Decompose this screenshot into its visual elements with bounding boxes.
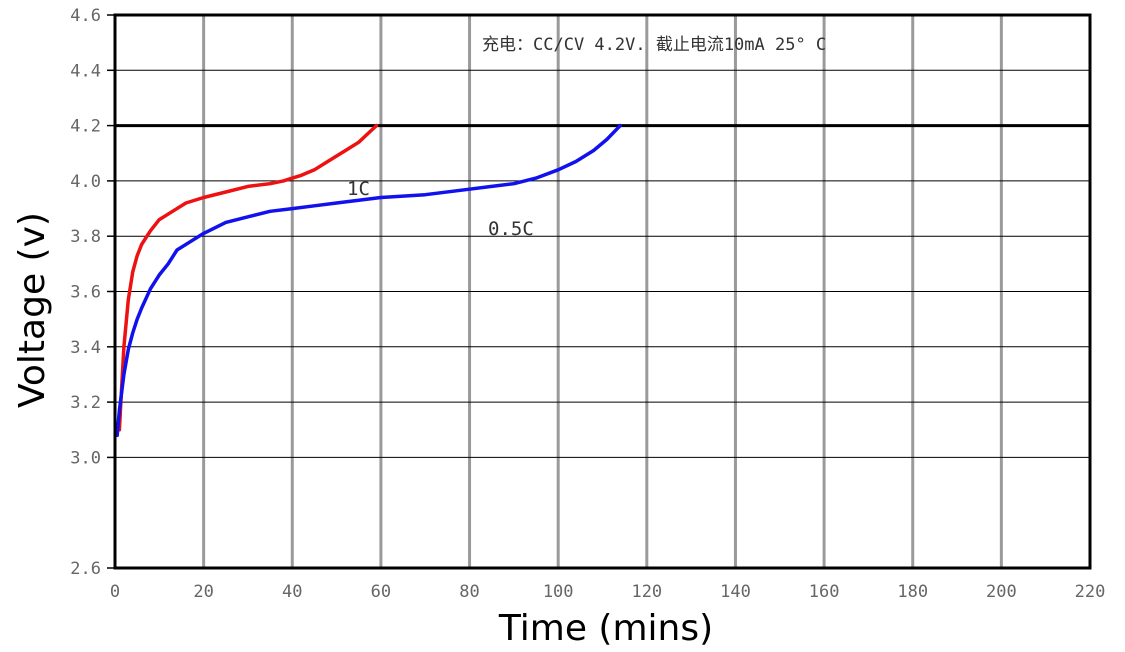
y-axis-title: Voltage (v) — [12, 212, 53, 408]
x-tick-label: 100 — [543, 582, 574, 602]
y-tick-label: 3.2 — [70, 393, 101, 413]
y-tick-label: 3.8 — [70, 227, 101, 247]
series-label-0-5c: 0.5C — [488, 218, 534, 240]
y-tick-label: 4.2 — [70, 117, 101, 137]
y-tick-label: 3.6 — [70, 283, 101, 303]
x-tick-labels: 0 20 40 60 80 100 120 140 160 180 200 220 — [110, 582, 1105, 602]
x-tick-label: 20 — [193, 582, 213, 602]
y-tick-label: 3.4 — [70, 338, 101, 358]
x-tick-label: 160 — [809, 582, 840, 602]
y-tick-label: 4.0 — [70, 172, 101, 192]
x-tick-label: 120 — [631, 582, 662, 602]
grid — [107, 14, 1090, 569]
y-tick-label: 2.6 — [70, 559, 101, 579]
x-tick-label: 220 — [1075, 582, 1106, 602]
x-tick-label: 140 — [720, 582, 751, 602]
x-tick-label: 180 — [897, 582, 928, 602]
x-tick-label: 200 — [986, 582, 1017, 602]
series-line-1c — [117, 123, 379, 432]
series-label-1c: 1C — [347, 178, 370, 200]
series-layer — [115, 123, 622, 438]
plot-frame — [113, 13, 1092, 570]
x-tick-label: 60 — [371, 582, 391, 602]
x-tick-label: 40 — [282, 582, 302, 602]
x-tick-label: 0 — [110, 582, 120, 602]
chart-annotation: 充电：CC/CV 4.2V. 截止电流10mA 25° C — [482, 35, 826, 55]
y-tick-label: 4.6 — [70, 6, 101, 26]
y-tick-label: 4.4 — [70, 61, 101, 81]
x-tick-label: 80 — [459, 582, 479, 602]
y-tick-label: 3.0 — [70, 448, 101, 468]
x-axis-title: Time (mins) — [498, 608, 713, 649]
y-tick-labels: 2.6 3.0 3.2 3.4 3.6 3.8 4.0 4.2 4.4 4.6 — [70, 6, 101, 579]
series-line-0-5c — [115, 123, 622, 438]
